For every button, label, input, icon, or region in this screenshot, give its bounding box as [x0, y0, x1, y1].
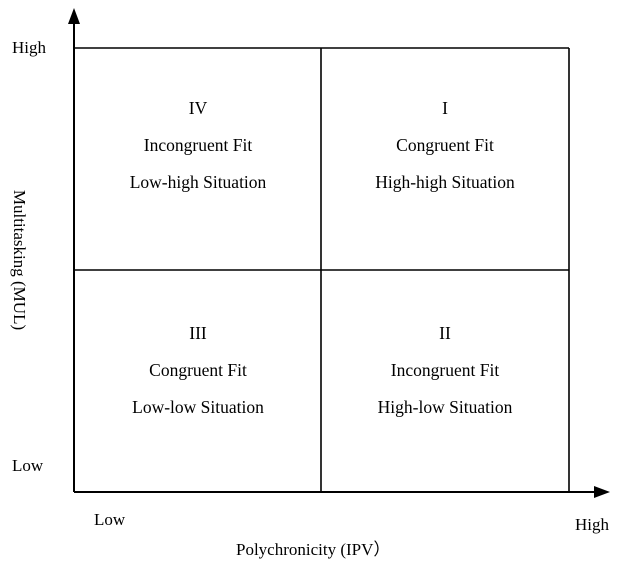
quadrant-situation: Low-high Situation — [129, 172, 267, 192]
x-axis-title: Polychronicity (IPV） — [236, 540, 391, 559]
y-axis-title: Multitasking (MUL) — [10, 189, 29, 331]
quadrant-numeral: I — [442, 98, 448, 118]
quadrant-bottom-right: II Incongruent Fit High-low Situation — [322, 315, 568, 426]
quadrant-fit: Congruent Fit — [396, 135, 494, 155]
quadrant-fit: Congruent Fit — [149, 360, 247, 380]
x-axis-high-label: High — [575, 515, 609, 534]
quadrant-situation: Low-low Situation — [132, 397, 264, 417]
y-axis-low-label: Low — [12, 456, 44, 475]
quadrant-situation: High-high Situation — [375, 172, 515, 192]
quadrant-fit: Incongruent Fit — [143, 135, 253, 155]
x-axis-low-label: Low — [94, 510, 126, 529]
quadrant-numeral: II — [439, 323, 451, 343]
quadrant-fit: Incongruent Fit — [390, 360, 500, 380]
y-axis-high-label: High — [12, 38, 46, 57]
quadrant-numeral: IV — [188, 98, 208, 118]
y-axis-arrowhead — [68, 8, 80, 24]
quadrant-situation: High-low Situation — [377, 397, 513, 417]
quadrant-top-left: IV Incongruent Fit Low-high Situation — [75, 90, 321, 201]
quadrant-top-right: I Congruent Fit High-high Situation — [322, 90, 568, 201]
quadrant-bottom-left: III Congruent Fit Low-low Situation — [75, 315, 321, 426]
x-axis-arrowhead — [594, 486, 610, 498]
quadrant-numeral: III — [189, 323, 207, 343]
